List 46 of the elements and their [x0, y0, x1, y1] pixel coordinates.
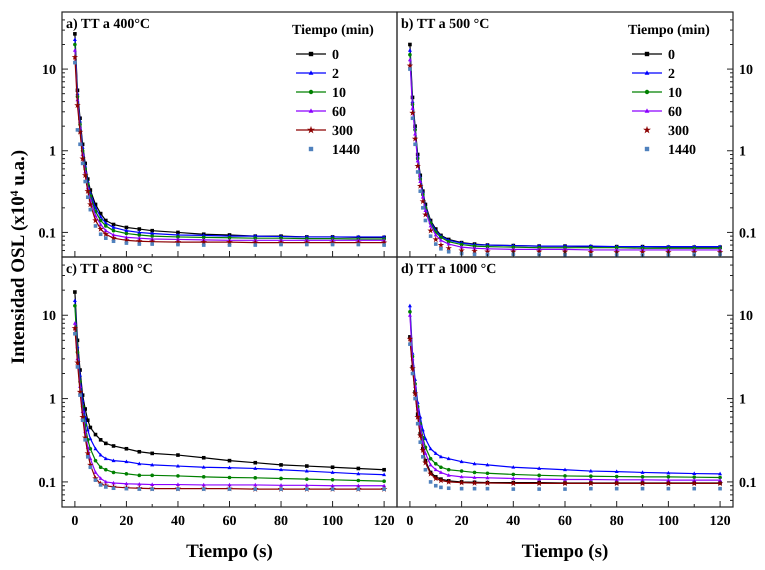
y-tick-label: 1 — [739, 392, 746, 408]
y-tick-label: 10 — [42, 63, 56, 78]
y-tick-label: 0.1 — [38, 226, 56, 242]
legend-label: 10 — [332, 86, 346, 101]
y-tick-label: 0.1 — [739, 476, 756, 491]
y-tick-label: 0.1 — [739, 226, 756, 242]
legend-label: 2 — [332, 67, 339, 82]
legend-title: Tiempo (min) — [628, 23, 710, 38]
x-tick-label: 80 — [274, 514, 288, 529]
legend-label: 0 — [332, 48, 339, 63]
y-tick-label: 10 — [42, 309, 56, 324]
legend-label: 2 — [668, 67, 675, 82]
x-tick-label: 60 — [558, 514, 572, 529]
x-tick-label: 120 — [710, 514, 731, 529]
x-tick-label: 20 — [119, 514, 134, 529]
legend-label: 1440 — [668, 143, 696, 158]
x-axis-title: Tiempo (s) — [186, 541, 273, 562]
legend-label: 60 — [668, 105, 682, 120]
x-tick-label: 100 — [658, 514, 679, 529]
x-tick-label: 60 — [222, 514, 236, 529]
legend-label: 300 — [668, 124, 689, 139]
legend-label: 60 — [332, 105, 346, 120]
x-tick-label: 80 — [610, 514, 624, 529]
x-tick-label: 0 — [71, 514, 78, 529]
y-tick-label: 1 — [49, 392, 56, 408]
x-tick-label: 0 — [406, 514, 414, 529]
y-tick-label: 10 — [739, 63, 753, 78]
x-axis-title: Tiempo (s) — [522, 541, 608, 562]
chart-title: a) TT a 400°C — [66, 17, 150, 32]
legend-label: 1440 — [332, 143, 360, 158]
legend-label: 300 — [332, 124, 353, 139]
x-tick-label: 100 — [322, 514, 344, 529]
legend-label: 0 — [668, 48, 675, 63]
chart-title: b) TT a 500 °C — [401, 17, 490, 32]
x-tick-label: 20 — [454, 514, 469, 529]
chart-title: c) TT a 800 °C — [66, 262, 153, 277]
legend-label: 10 — [668, 86, 682, 101]
legend-title: Tiempo (min) — [292, 23, 374, 38]
x-tick-label: 120 — [374, 514, 395, 529]
y-tick-label: 10 — [739, 309, 753, 324]
y-tick-label: 1 — [49, 144, 56, 160]
y-tick-label: 0.1 — [38, 476, 56, 491]
chart-title: d) TT a 1000 °C — [401, 262, 496, 277]
x-tick-label: 40 — [170, 514, 185, 529]
y-tick-label: 1 — [739, 144, 746, 160]
x-tick-label: 40 — [506, 514, 520, 529]
